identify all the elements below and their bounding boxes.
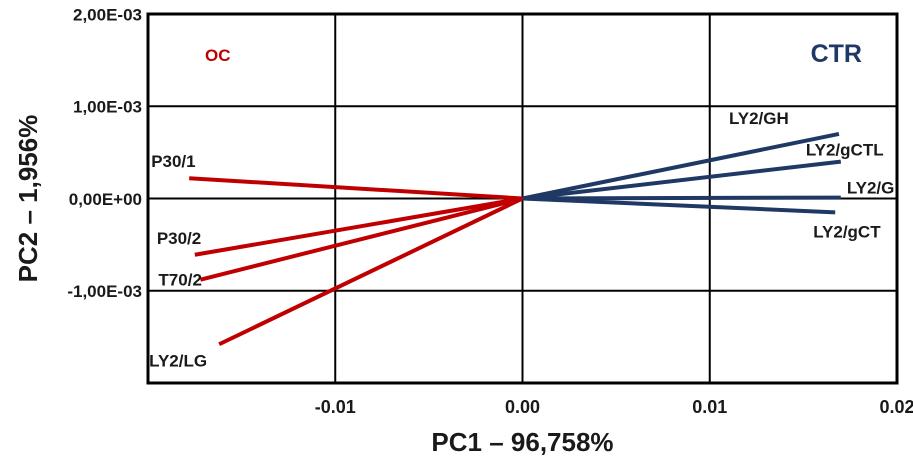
vector-labels: P30/1 P30/2 T70/2 LY2/LG LY2/GH LY2/gCTL LY2/G… — [149, 109, 894, 370]
x-tick-label: 0.00 — [505, 397, 540, 417]
x-axis-label: PC1 – 96,758% — [431, 427, 613, 457]
vector-label: LY2/G — [847, 179, 895, 198]
vector-label: LY2/GH — [729, 109, 789, 128]
x-tick-label: 0.01 — [692, 397, 727, 417]
x-tick-label: -0.01 — [315, 397, 356, 417]
y-axis-label: PC2 – 1,956% — [13, 115, 43, 283]
vector-lines — [189, 131, 842, 347]
vector-line — [199, 196, 523, 282]
vector-line — [189, 176, 523, 201]
group-labels: OC CTR — [205, 40, 862, 68]
y-tick-label: 0,00E+00 — [69, 190, 142, 209]
y-tick-label: -1,00E-03 — [67, 282, 142, 301]
vector-line — [522, 195, 841, 201]
vector-label: LY2/gCT — [813, 222, 881, 241]
vector-line — [194, 196, 523, 257]
vector-line — [522, 131, 840, 201]
x-tick-labels: -0.01 0.00 0.01 0.02 — [315, 397, 913, 417]
vector-label: P30/1 — [151, 152, 195, 171]
vector-line — [522, 159, 842, 201]
vector-line — [218, 196, 524, 347]
y-tick-label: 1,00E-03 — [73, 98, 142, 117]
plot-frame — [146, 12, 899, 385]
vector-label: LY2/gCTL — [806, 141, 884, 160]
vector-label: P30/2 — [157, 229, 201, 248]
x-tick-label: 0.02 — [879, 397, 913, 417]
vector-line — [522, 196, 836, 215]
vector-label: T70/2 — [158, 271, 201, 290]
group-label: CTR — [811, 40, 862, 68]
group-label: OC — [205, 46, 231, 65]
y-tick-label: 2,00E-03 — [73, 5, 142, 24]
y-tick-labels: 2,00E-03 1,00E-03 0,00E+00 -1,00E-03 — [67, 5, 142, 301]
vector-label: LY2/LG — [149, 351, 207, 370]
